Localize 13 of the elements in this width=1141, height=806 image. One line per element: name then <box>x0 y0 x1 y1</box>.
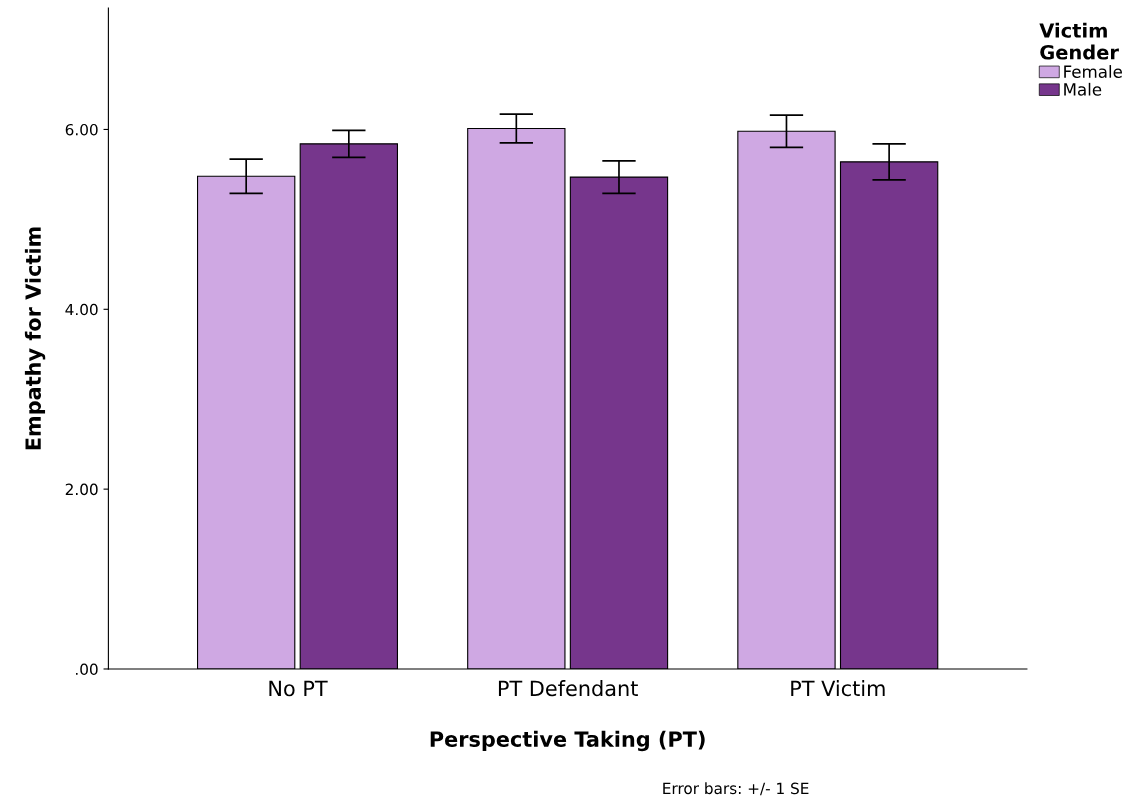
legend-label: Female <box>1064 65 1122 78</box>
x-tick-label: PT Defendant <box>498 680 638 697</box>
y-tick-label: 2.00 <box>65 483 98 496</box>
y-tick-label: 6.00 <box>65 123 98 136</box>
x-tick-label: PT Victim <box>791 680 885 697</box>
x-tick-label: No PT <box>269 680 328 697</box>
legend-title: Victim Gender <box>1039 22 1119 60</box>
x-axis-title: Perspective Taking (PT) <box>430 730 705 752</box>
y-tick-label: 4.00 <box>65 303 98 316</box>
legend-label: Male <box>1064 82 1102 96</box>
y-tick-label: .00 <box>76 663 98 675</box>
text: Error bars: +/- 1 SE <box>663 782 809 796</box>
y-axis-title: Empathy for Victim <box>24 227 46 450</box>
